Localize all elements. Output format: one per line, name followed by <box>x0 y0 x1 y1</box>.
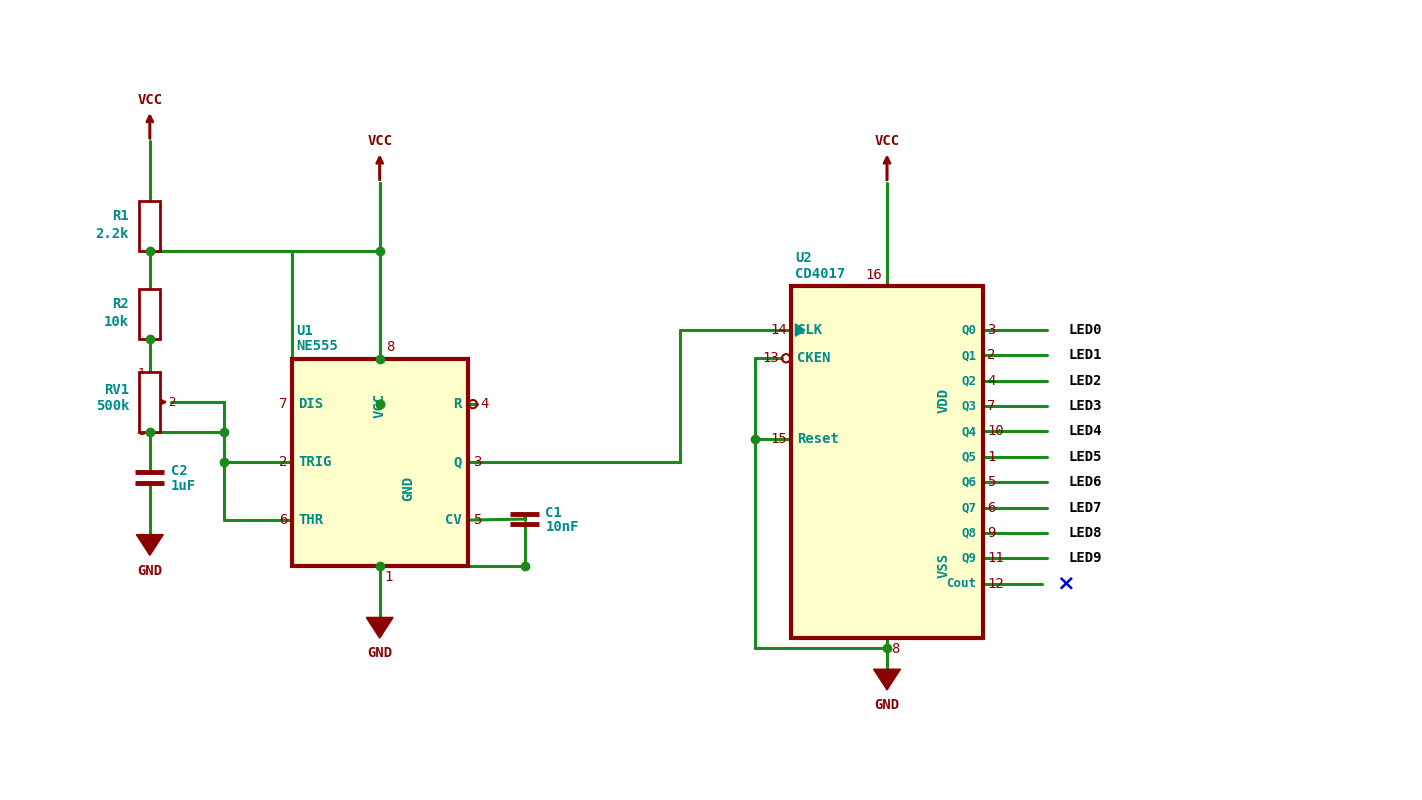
Text: 3: 3 <box>987 323 995 337</box>
Text: ×: × <box>1055 574 1075 594</box>
Text: 14: 14 <box>771 323 788 337</box>
Bar <box>139 202 161 251</box>
Text: VCC: VCC <box>367 134 392 149</box>
Text: C1: C1 <box>546 506 562 520</box>
Text: VCC: VCC <box>138 93 162 107</box>
Text: 4: 4 <box>987 374 995 388</box>
Text: Q2: Q2 <box>961 374 977 387</box>
Text: LED6: LED6 <box>1068 475 1102 489</box>
Text: THR: THR <box>297 513 323 527</box>
Text: LED3: LED3 <box>1068 399 1102 413</box>
Text: 1: 1 <box>138 366 145 379</box>
Bar <box>292 358 468 566</box>
Text: 15: 15 <box>771 432 788 446</box>
Text: 1uF: 1uF <box>171 479 196 493</box>
Text: 2.2k: 2.2k <box>95 227 129 242</box>
Text: CLK: CLK <box>798 323 822 337</box>
Text: NE555: NE555 <box>296 339 337 354</box>
Text: LED5: LED5 <box>1068 450 1102 464</box>
Polygon shape <box>795 324 805 336</box>
Polygon shape <box>137 534 164 555</box>
Text: R2: R2 <box>112 297 129 310</box>
Text: 1: 1 <box>987 450 995 464</box>
Text: LED0: LED0 <box>1068 323 1102 337</box>
Text: 7: 7 <box>987 399 995 413</box>
Bar <box>139 290 161 339</box>
Text: GND: GND <box>875 698 900 712</box>
Text: Q1: Q1 <box>961 349 977 362</box>
Text: LED4: LED4 <box>1068 425 1102 438</box>
Text: 3: 3 <box>474 455 481 469</box>
Text: 2: 2 <box>987 349 995 362</box>
Text: Q5: Q5 <box>961 450 977 463</box>
Text: Q: Q <box>454 455 462 469</box>
Text: Q9: Q9 <box>961 552 977 565</box>
Polygon shape <box>873 669 900 690</box>
Text: 10: 10 <box>987 425 1004 438</box>
Text: 13: 13 <box>762 351 779 366</box>
Text: CKEN: CKEN <box>798 351 830 366</box>
Text: Q3: Q3 <box>961 400 977 413</box>
Text: VCC: VCC <box>875 134 900 149</box>
Text: RV1: RV1 <box>104 382 129 397</box>
Text: LED7: LED7 <box>1068 501 1102 514</box>
Text: 11: 11 <box>987 551 1004 566</box>
Text: 16: 16 <box>865 268 882 282</box>
Text: 4: 4 <box>481 397 489 411</box>
Text: 500k: 500k <box>95 399 129 414</box>
Text: LED2: LED2 <box>1068 374 1102 388</box>
Text: U2: U2 <box>795 251 812 266</box>
Text: TRIG: TRIG <box>297 455 331 469</box>
Text: 2: 2 <box>279 455 287 469</box>
Text: 10k: 10k <box>104 315 129 330</box>
Text: DIS: DIS <box>297 397 323 411</box>
Text: 1: 1 <box>384 570 392 584</box>
Text: GND: GND <box>401 475 415 501</box>
Text: LED8: LED8 <box>1068 526 1102 540</box>
Text: Q0: Q0 <box>961 324 977 337</box>
Text: 6: 6 <box>279 513 287 527</box>
Text: LED9: LED9 <box>1068 551 1102 566</box>
Text: 2: 2 <box>168 395 176 409</box>
Text: VCC: VCC <box>373 393 387 418</box>
Text: Q7: Q7 <box>961 501 977 514</box>
Text: 5: 5 <box>474 513 481 527</box>
Text: 8: 8 <box>385 341 394 354</box>
Bar <box>139 372 161 432</box>
Text: Q8: Q8 <box>961 526 977 539</box>
Text: U1: U1 <box>296 324 313 338</box>
Text: 12: 12 <box>987 577 1004 590</box>
Text: R1: R1 <box>112 209 129 222</box>
Text: CV: CV <box>445 513 462 527</box>
Text: GND: GND <box>138 563 162 578</box>
Text: VSS: VSS <box>937 553 951 578</box>
Text: 5: 5 <box>987 475 995 489</box>
Text: GND: GND <box>367 646 392 661</box>
Text: LED1: LED1 <box>1068 349 1102 362</box>
Text: 10nF: 10nF <box>546 520 579 534</box>
Text: Q4: Q4 <box>961 425 977 438</box>
Polygon shape <box>367 618 392 638</box>
Text: Q6: Q6 <box>961 476 977 489</box>
Text: 8: 8 <box>892 642 900 656</box>
Text: R: R <box>454 397 462 411</box>
Text: 9: 9 <box>987 526 995 540</box>
Text: Reset: Reset <box>798 432 839 446</box>
Text: VDD: VDD <box>937 387 951 413</box>
Text: C2: C2 <box>171 465 188 478</box>
Bar <box>791 286 983 638</box>
Text: Cout: Cout <box>947 577 977 590</box>
Text: 3: 3 <box>138 425 145 438</box>
Text: 6: 6 <box>987 501 995 514</box>
Text: 7: 7 <box>279 397 287 411</box>
Text: CD4017: CD4017 <box>795 267 846 281</box>
